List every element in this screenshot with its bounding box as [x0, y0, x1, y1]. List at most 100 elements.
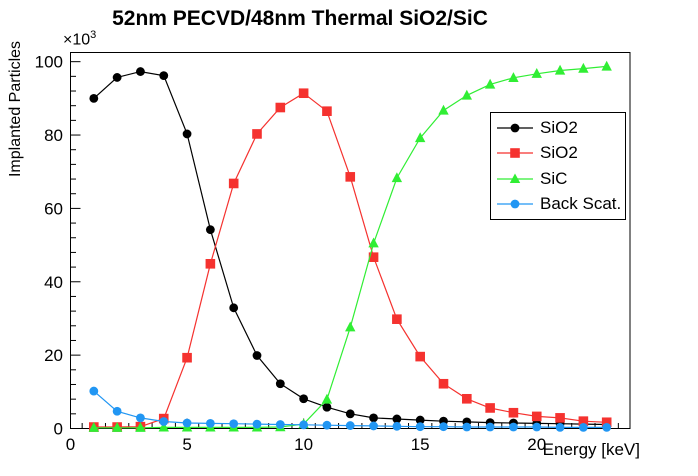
- series-marker-sio2-thermal: [298, 88, 309, 99]
- series-marker-sio2-pecvd: [392, 414, 402, 424]
- series-marker-sic: [461, 89, 473, 100]
- chart-title: 52nm PECVD/48nm Thermal SiO2/SiC: [112, 7, 488, 30]
- series-marker-back-scat: [182, 418, 192, 428]
- y-tick-label: 60: [44, 199, 63, 218]
- series-marker-sic: [414, 132, 426, 143]
- legend-marker-triangle-icon: [497, 173, 533, 183]
- series-marker-sio2-pecvd: [299, 394, 309, 404]
- series-marker-sic: [321, 393, 333, 404]
- x-tick-label: 5: [182, 435, 191, 454]
- series-marker-sio2-pecvd: [252, 351, 262, 360]
- series-marker-sio2-thermal: [438, 378, 449, 389]
- series-marker-back-scat: [322, 420, 332, 430]
- series-marker-sio2-thermal: [415, 351, 425, 362]
- series-marker-back-scat: [509, 422, 518, 432]
- legend-entry-sio2-thermal: SiO2: [491, 141, 625, 166]
- series-marker-sic: [368, 237, 379, 248]
- x-tick-label: 15: [411, 435, 430, 454]
- series-marker-sio2-thermal: [252, 129, 262, 139]
- series-marker-sic: [531, 68, 542, 78]
- legend-entry-label: SiC: [540, 168, 568, 188]
- series-marker-sic: [484, 78, 496, 89]
- series-marker-sio2-pecvd: [205, 225, 215, 235]
- series-marker-sio2-thermal: [345, 172, 356, 182]
- series-marker-sic: [135, 422, 146, 432]
- y-tick-label: 40: [44, 273, 63, 292]
- series-marker-back-scat: [275, 420, 285, 429]
- series-marker-sic: [554, 64, 566, 75]
- series-marker-sic: [508, 72, 519, 82]
- x-axis-title: Energy [keV]: [542, 440, 640, 459]
- series-marker-sio2-pecvd: [89, 93, 99, 103]
- series-marker-back-scat: [89, 386, 99, 396]
- series-marker-back-scat: [439, 422, 448, 432]
- legend-entry-label: Back Scat.: [540, 194, 622, 214]
- series-marker-sio2-pecvd: [229, 303, 239, 313]
- series-marker-sic: [391, 172, 403, 183]
- legend-entry-label: SiO2: [540, 117, 578, 137]
- series-marker-sic: [438, 104, 449, 115]
- y-axis-exponent-power: 3: [90, 29, 97, 41]
- y-tick-label: 20: [44, 346, 63, 365]
- series-marker-back-scat: [415, 422, 425, 432]
- series-marker-sio2-thermal: [601, 417, 612, 428]
- series-marker-back-scat: [602, 422, 612, 432]
- series-marker-back-scat: [299, 420, 309, 430]
- series-marker-sio2-thermal: [508, 407, 519, 418]
- series-marker-back-scat: [229, 419, 239, 429]
- series-marker-sic: [601, 60, 612, 71]
- y-tick-label: 0: [54, 420, 63, 439]
- series-marker-sio2-pecvd: [182, 129, 192, 139]
- series-marker-sio2-thermal: [462, 393, 472, 404]
- series-marker-back-scat: [369, 421, 378, 431]
- series-marker-back-scat: [252, 419, 262, 429]
- series-marker-back-scat: [112, 406, 122, 416]
- series-marker-sio2-pecvd: [275, 379, 285, 389]
- series-marker-sio2-thermal: [322, 106, 332, 116]
- series-marker-sio2-thermal: [228, 178, 239, 189]
- series-marker-back-scat: [578, 422, 588, 432]
- series-marker-sio2-thermal: [485, 403, 495, 413]
- series-marker-sio2-thermal: [368, 252, 379, 262]
- series-marker-back-scat: [555, 422, 565, 432]
- series-marker-back-scat: [392, 421, 402, 431]
- series-marker-sio2-pecvd: [322, 402, 332, 412]
- series-marker-sio2-pecvd: [345, 409, 355, 419]
- y-tick-label: 80: [44, 126, 63, 145]
- series-marker-sio2-thermal: [275, 102, 286, 113]
- series-marker-back-scat: [205, 418, 215, 428]
- y-axis-exponent-base: ×10: [63, 31, 91, 49]
- series-marker-back-scat: [136, 413, 145, 423]
- x-tick-label: 0: [66, 435, 75, 454]
- series-marker-back-scat: [345, 421, 355, 430]
- series-marker-back-scat: [462, 422, 472, 432]
- series-marker-sic: [345, 321, 356, 332]
- series-marker-sic: [158, 421, 169, 432]
- series-marker-sio2-thermal: [392, 314, 402, 324]
- legend-entry-back-scat: Back Scat.: [491, 192, 625, 217]
- series-marker-sio2-thermal: [555, 413, 565, 423]
- legend-marker-circle-icon: [497, 123, 533, 133]
- legend: SiO2 SiO2 SiC Back Scat.: [490, 112, 626, 220]
- legend-marker-circle-icon: [497, 199, 533, 209]
- x-tick-label: 10: [294, 435, 313, 454]
- plot-frame: [70, 52, 631, 429]
- series-marker-back-scat: [532, 422, 542, 432]
- series-marker-sio2-pecvd: [136, 67, 145, 76]
- series-marker-sic: [578, 62, 589, 73]
- series-marker-back-scat: [485, 422, 495, 432]
- legend-entry-label: SiO2: [540, 143, 578, 163]
- legend-entry-sic: SiC: [491, 166, 625, 191]
- series-marker-sio2-pecvd: [369, 413, 378, 423]
- series-marker-back-scat: [159, 417, 169, 426]
- legend-marker-square-icon: [497, 148, 533, 159]
- series-marker-sic: [111, 422, 123, 432]
- series-marker-sio2-pecvd: [112, 73, 122, 82]
- y-axis-exponent: ×103: [63, 29, 96, 49]
- series-marker-sio2-thermal: [531, 411, 542, 422]
- y-tick-label: 100: [35, 53, 63, 72]
- series-marker-sio2-thermal: [578, 416, 589, 426]
- series-marker-sio2-pecvd: [415, 415, 425, 425]
